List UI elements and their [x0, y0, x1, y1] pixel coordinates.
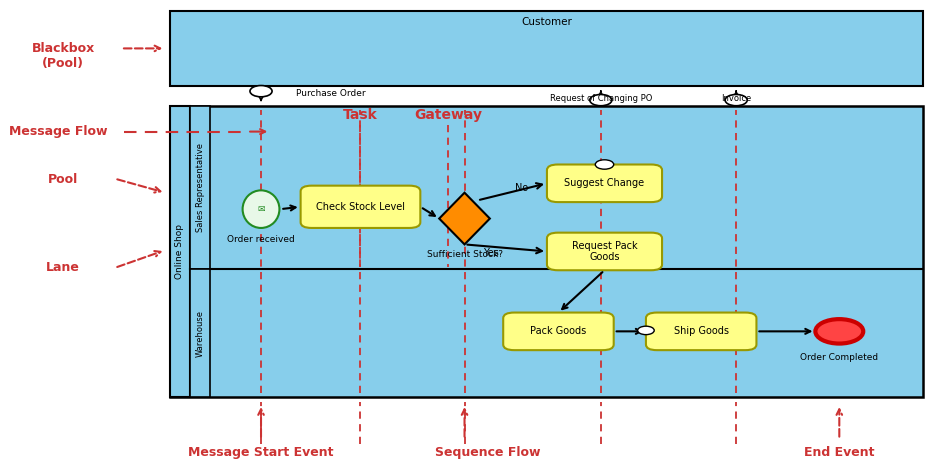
Text: Check Stock Level: Check Stock Level [316, 202, 405, 212]
Text: Ship Goods: Ship Goods [674, 326, 729, 337]
Text: ✉: ✉ [257, 204, 265, 214]
FancyBboxPatch shape [300, 186, 420, 228]
Circle shape [637, 326, 654, 335]
Text: Invoice: Invoice [721, 94, 752, 103]
Text: Sufficient Stock?: Sufficient Stock? [427, 250, 503, 259]
Text: Suggest Change: Suggest Change [564, 178, 645, 188]
Text: Order received: Order received [227, 235, 295, 244]
FancyBboxPatch shape [547, 233, 662, 270]
Text: Warehouse: Warehouse [196, 310, 205, 357]
Text: Blackbox
(Pool): Blackbox (Pool) [32, 42, 95, 70]
Text: Message Start Event: Message Start Event [188, 446, 334, 459]
Text: No: No [515, 183, 529, 193]
Text: Request Pack
Goods: Request Pack Goods [572, 241, 637, 262]
Text: Purchase Order: Purchase Order [296, 89, 366, 98]
FancyBboxPatch shape [646, 313, 756, 350]
Circle shape [250, 86, 272, 97]
Circle shape [815, 319, 863, 344]
FancyBboxPatch shape [547, 164, 662, 202]
Bar [169, 106, 923, 397]
Text: Order Completed: Order Completed [800, 353, 878, 362]
Polygon shape [439, 193, 490, 244]
Text: Lane: Lane [46, 261, 80, 274]
Text: Customer: Customer [521, 16, 572, 27]
Bar [169, 11, 923, 86]
Circle shape [725, 94, 747, 106]
Text: Message Flow: Message Flow [9, 125, 108, 138]
Ellipse shape [242, 190, 280, 228]
Circle shape [590, 94, 612, 106]
Circle shape [595, 160, 614, 169]
Text: Pack Goods: Pack Goods [531, 326, 587, 337]
FancyBboxPatch shape [504, 313, 614, 350]
Text: Yes: Yes [483, 248, 499, 258]
Text: Request of Changing PO: Request of Changing PO [549, 94, 652, 103]
Bar [190, 106, 211, 269]
Text: Pool: Pool [48, 173, 79, 186]
Text: Gateway: Gateway [414, 108, 482, 122]
Text: Task: Task [344, 108, 378, 122]
Text: Online Shop: Online Shop [175, 224, 184, 279]
Bar [190, 269, 211, 397]
Text: End Event: End Event [804, 446, 874, 459]
Bar [169, 106, 190, 397]
Text: Sequence Flow: Sequence Flow [435, 446, 540, 459]
Text: Sales Representative: Sales Representative [196, 143, 205, 232]
